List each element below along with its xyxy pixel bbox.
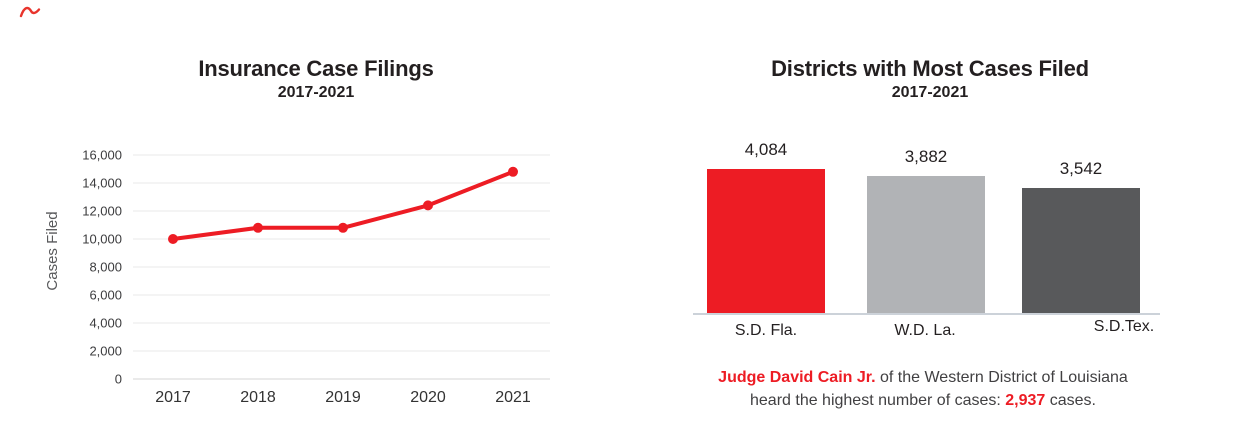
bar-chart-title: Districts with Most Cases Filed	[771, 56, 1089, 81]
data-point-2020	[423, 200, 433, 211]
bar-chart-header: Districts with Most Cases Filed 2017-202…	[680, 56, 1180, 103]
bar-wdla	[867, 176, 985, 313]
y-axis-title: Cases Filed	[44, 211, 61, 290]
line-chart-title: Insurance Case Filings	[198, 56, 434, 81]
annotation-line-1: Judge David Cain Jr. of the Western Dist…	[640, 366, 1206, 389]
x-tick-label: 2019	[325, 389, 361, 406]
y-tick-label: 4,000	[89, 316, 122, 331]
y-tick-label: 16,000	[82, 148, 122, 163]
bar-value-label: 3,882	[904, 147, 948, 166]
red-pen-mark-stroke	[19, 6, 41, 18]
x-tick-label: 2021	[495, 389, 531, 406]
data-point-2018	[253, 222, 263, 233]
bar-value-label: 4,084	[744, 140, 788, 159]
y-tick-label: 14,000	[82, 176, 122, 191]
data-point-2017	[168, 234, 178, 244]
y-tick-label: 8,000	[89, 260, 122, 275]
line-chart-header: Insurance Case Filings 2017-2021	[66, 56, 566, 103]
y-tick-label: 10,000	[82, 232, 122, 247]
line-chart-subtitle: 2017-2021	[277, 84, 355, 101]
bar-chart-baseline	[693, 313, 1160, 315]
annotation-line2-pre: heard the highest number of cases:	[750, 392, 1006, 409]
annotation-line2-post: cases.	[1045, 392, 1096, 409]
y-tick-label: 6,000	[89, 288, 122, 303]
judge-annotation: Judge David Cain Jr. of the Western Dist…	[640, 366, 1206, 412]
bar-category-label: S.D.Tex.	[1093, 318, 1155, 335]
bar-chart-subtitle: 2017-2021	[891, 84, 969, 101]
cases-filed-line-series	[171, 169, 515, 241]
bar-value-label: 3,542	[1059, 159, 1103, 178]
annotation-line1-rest: of the Western District of Louisiana	[875, 369, 1128, 386]
red-pen-mark-icon	[19, 6, 41, 18]
x-tick-label: 2017	[155, 389, 191, 406]
data-point-2019	[338, 222, 348, 233]
x-tick-label: 2018	[240, 389, 276, 406]
y-tick-label: 12,000	[82, 204, 122, 219]
data-point-2021	[508, 166, 518, 177]
y-tick-label: 0	[115, 372, 122, 387]
annotation-line-2: heard the highest number of cases: 2,937…	[640, 389, 1206, 412]
judge-name-text: Judge David Cain Jr.	[718, 369, 876, 386]
bar-sdfla	[707, 169, 825, 313]
x-tick-label: 2020	[410, 389, 446, 406]
y-tick-label: 2,000	[89, 344, 122, 359]
bar-category-label: W.D. La.	[894, 322, 956, 339]
bar-category-label: S.D. Fla.	[734, 322, 798, 339]
cases-count-text: 2,937	[1005, 392, 1046, 409]
bar-sdtex	[1022, 188, 1140, 313]
